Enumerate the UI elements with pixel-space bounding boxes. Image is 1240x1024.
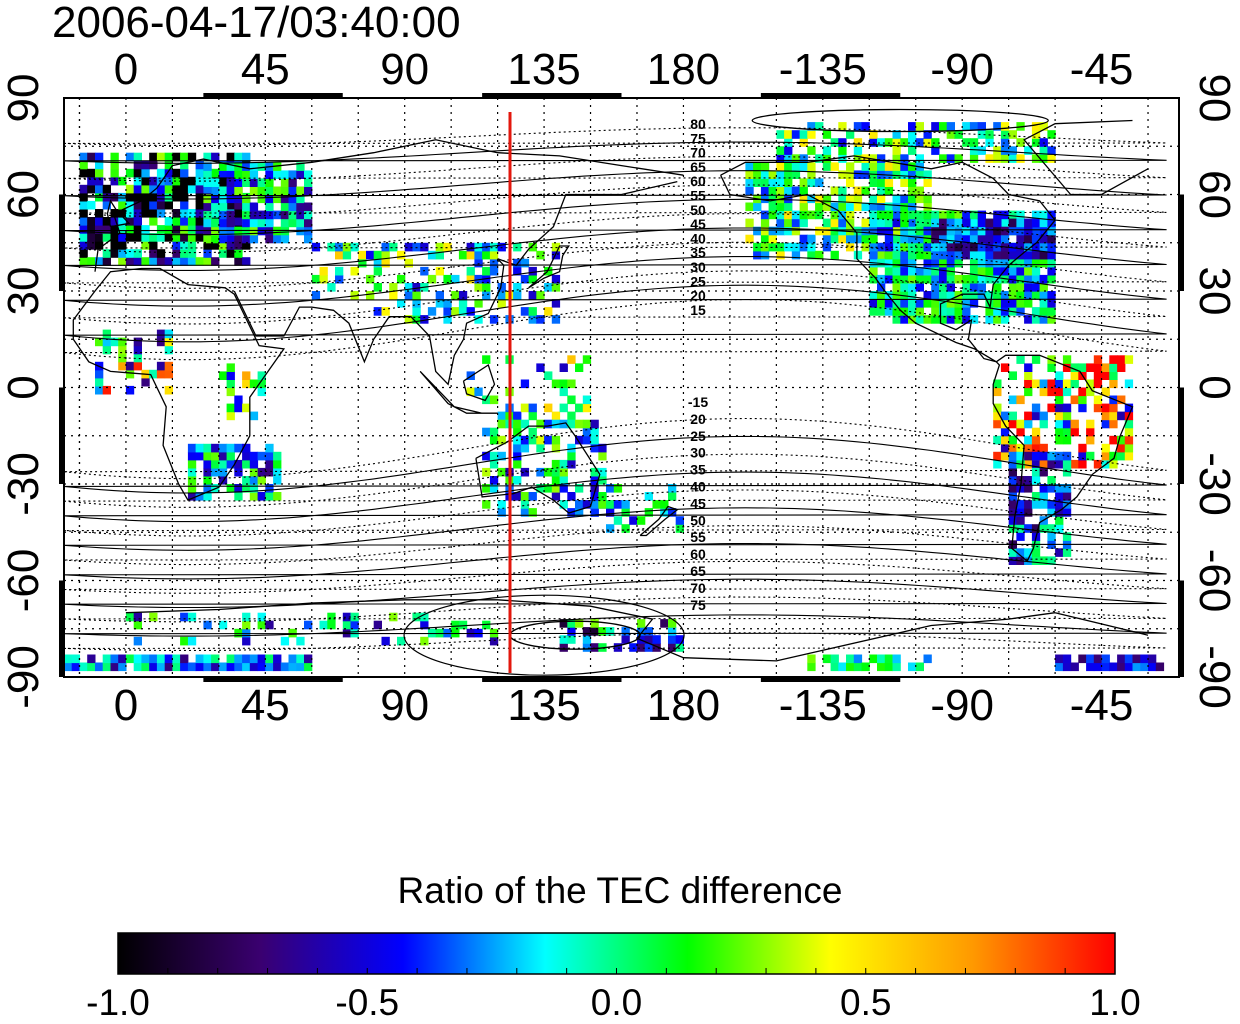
- lat-tick-label-left: 60: [0, 170, 48, 219]
- contour-label: 20: [690, 288, 706, 304]
- lon-tick-label-top: 135: [507, 45, 580, 94]
- contour-label: 60: [690, 173, 706, 189]
- colorbar-tick-label: 0.0: [590, 982, 643, 1023]
- lon-tick-label-bottom: -90: [930, 681, 994, 730]
- colorbar-tick-label: -1.0: [86, 982, 150, 1023]
- lon-tick-label-bottom: -135: [779, 681, 867, 730]
- contour-label: 50: [690, 202, 706, 218]
- lon-tick-label-top: 45: [241, 45, 290, 94]
- lat-tick-label-right: 0: [1190, 375, 1239, 399]
- lat-tick-label-right: -60: [1190, 549, 1239, 613]
- contour-label: 80: [690, 116, 706, 132]
- contour-label: 40: [690, 479, 706, 495]
- lon-tick-label-bottom: 90: [380, 681, 429, 730]
- lat-tick-label-left: 90: [0, 74, 48, 123]
- lat-tick-label-right: -30: [1190, 452, 1239, 516]
- contour-label: 55: [690, 529, 706, 545]
- contour-label: 60: [690, 546, 706, 562]
- contour-label: 30: [690, 445, 706, 461]
- lon-tick-label-top: -45: [1070, 45, 1134, 94]
- contour-label: 45: [690, 495, 706, 511]
- contour-label: 55: [690, 188, 706, 204]
- contour-label: 65: [690, 159, 706, 175]
- colorbar-tick-label: 1.0: [1089, 982, 1141, 1023]
- contour-label: 70: [690, 580, 706, 596]
- lat-tick-label-left: 30: [0, 267, 48, 316]
- map-title: 2006-04-17/03:40:00: [52, 0, 461, 47]
- lat-tick-label-left: -60: [0, 549, 48, 613]
- contour-label: 50: [690, 512, 706, 528]
- colorbar: [117, 932, 1116, 975]
- lon-tick-label-top: -90: [930, 45, 994, 94]
- lon-tick-label-bottom: 45: [241, 681, 290, 730]
- contour-label: 65: [690, 563, 706, 579]
- lon-tick-label-bottom: 0: [114, 681, 138, 730]
- lat-tick-label-left: 0: [0, 375, 48, 399]
- lon-tick-label-bottom: -45: [1070, 681, 1134, 730]
- contour-label: 30: [690, 259, 706, 275]
- contour-label: 25: [690, 273, 706, 289]
- contour-label: 70: [690, 145, 706, 161]
- contour-label: 35: [690, 462, 706, 478]
- lon-tick-label-top: 90: [380, 45, 429, 94]
- contour-label: 20: [690, 411, 706, 427]
- contour-label: 35: [690, 245, 706, 261]
- lon-tick-label-bottom: 135: [507, 681, 580, 730]
- lat-tick-label-left: -90: [0, 645, 48, 709]
- lat-tick-label-left: -30: [0, 452, 48, 516]
- lat-tick-label-right: 90: [1190, 74, 1239, 123]
- contour-label: -15: [688, 394, 708, 410]
- lat-tick-label-right: 60: [1190, 170, 1239, 219]
- lon-tick-label-bottom: 180: [647, 681, 720, 730]
- lat-tick-label-right: -90: [1190, 645, 1239, 709]
- contour-label: 75: [690, 597, 706, 613]
- contour-label: 45: [690, 216, 706, 232]
- lon-tick-label-top: -135: [779, 45, 867, 94]
- colorbar-tick-label: -0.5: [335, 982, 400, 1023]
- lon-tick-label-top: 180: [647, 45, 720, 94]
- colorbar-title: Ratio of the TEC difference: [397, 870, 843, 911]
- contour-label: 15: [690, 302, 706, 318]
- lon-tick-label-top: 0: [114, 45, 138, 94]
- contour-label: 25: [690, 428, 706, 444]
- lat-tick-label-right: 30: [1190, 267, 1239, 316]
- contour-label: 75: [690, 130, 706, 146]
- colorbar-tick-label: 0.5: [840, 982, 892, 1023]
- contour-label: 40: [690, 230, 706, 246]
